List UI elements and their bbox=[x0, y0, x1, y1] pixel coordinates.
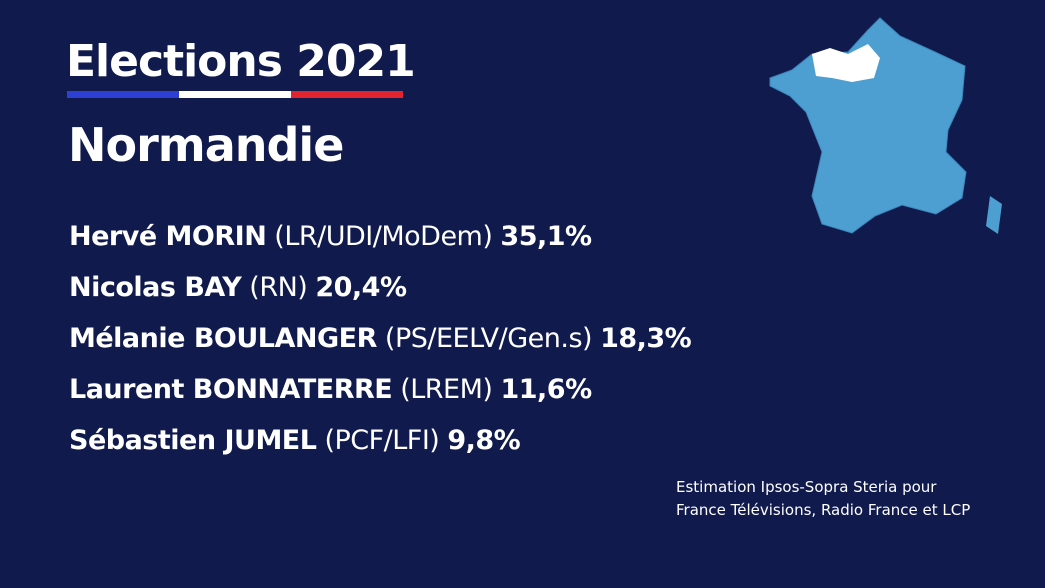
corsica bbox=[986, 196, 1002, 234]
candidate-score: 11,6% bbox=[500, 374, 592, 405]
candidate-name: Mélanie BOULANGER bbox=[69, 323, 377, 354]
candidate-row: Laurent BONNATERRE (LREM) 11,6% bbox=[69, 374, 592, 405]
source-line: Estimation Ipsos-Sopra Steria pour bbox=[676, 478, 937, 496]
france-map bbox=[769, 17, 1002, 234]
candidate-party: (RN) bbox=[249, 272, 308, 303]
candidate-score: 9,8% bbox=[447, 425, 521, 456]
candidate-row: Mélanie BOULANGER (PS/EELV/Gen.s) 18,3% bbox=[69, 323, 692, 354]
candidate-row: Sébastien JUMEL (PCF/LFI) 9,8% bbox=[69, 425, 521, 456]
candidate-party: (PS/EELV/Gen.s) bbox=[384, 323, 593, 354]
candidate-party: (LR/UDI/MoDem) bbox=[274, 221, 493, 252]
candidate-name: Nicolas BAY bbox=[69, 272, 242, 303]
candidate-row: Nicolas BAY (RN) 20,4% bbox=[69, 272, 407, 303]
candidate-score: 20,4% bbox=[315, 272, 407, 303]
tricolor-rule bbox=[67, 91, 403, 98]
region-name: Normandie bbox=[68, 118, 344, 172]
candidate-party: (PCF/LFI) bbox=[324, 425, 440, 456]
candidate-name: Hervé MORIN bbox=[69, 221, 267, 252]
title: Elections 2021 bbox=[66, 36, 416, 87]
candidate-name: Sébastien JUMEL bbox=[69, 425, 317, 456]
candidate-name: Laurent BONNATERRE bbox=[69, 374, 393, 405]
candidate-row: Hervé MORIN (LR/UDI/MoDem) 35,1% bbox=[69, 221, 592, 252]
candidate-party: (LREM) bbox=[400, 374, 493, 405]
source-line: France Télévisions, Radio France et LCP bbox=[676, 501, 971, 519]
candidate-score: 18,3% bbox=[600, 323, 692, 354]
source-note: Estimation Ipsos-Sopra Steria pour France… bbox=[676, 476, 970, 522]
normandie-region bbox=[812, 44, 880, 82]
candidate-score: 35,1% bbox=[500, 221, 592, 252]
